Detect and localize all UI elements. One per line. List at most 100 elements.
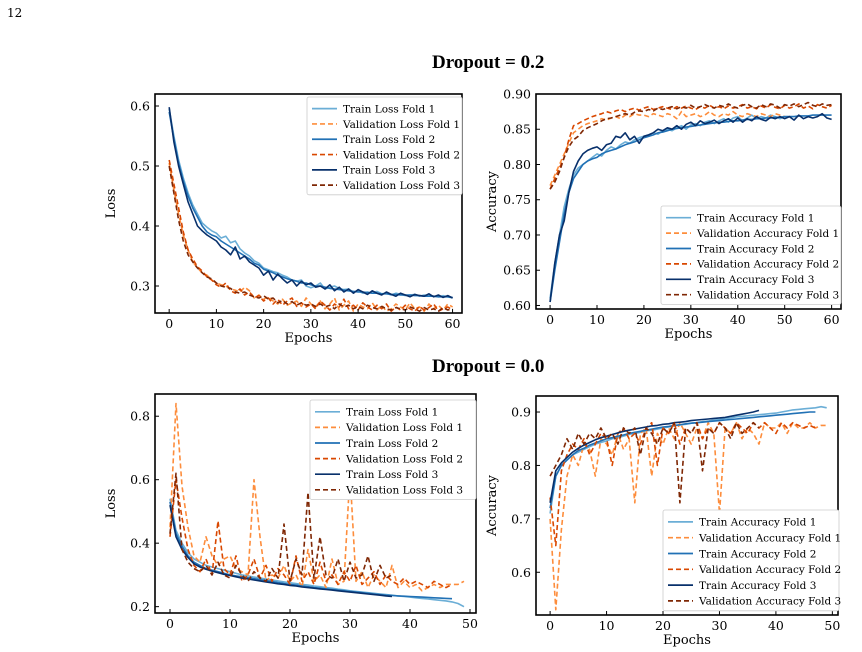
- legend: Train Accuracy Fold 1 Validation Accuracy…: [660, 205, 842, 305]
- series-line-3: [169, 501, 453, 600]
- x-tick-label: 0: [165, 316, 173, 331]
- legend-label-1: Train Accuracy Fold 1: [697, 213, 814, 225]
- plot-frame: [154, 393, 477, 614]
- series-group: [169, 402, 465, 608]
- section-title-dropout-0-2: Dropout = 0.2: [432, 52, 545, 73]
- legend-label-5: Train Loss Fold 3: [343, 165, 435, 177]
- series-line-5: [549, 112, 832, 303]
- y-axis-label: Loss: [104, 189, 119, 219]
- legend-label-5: Train Accuracy Fold 3: [699, 580, 816, 592]
- legend-label-2: Validation Loss Fold 1: [342, 119, 460, 131]
- y-tick-label: 0.60: [503, 298, 531, 313]
- page-number: 12: [7, 6, 23, 20]
- y-tick-label: 0.3: [130, 279, 150, 294]
- x-tick-label: 30: [683, 312, 699, 327]
- series-line-1: [169, 498, 465, 608]
- legend-label-1: Train Loss Fold 1: [343, 103, 435, 115]
- y-tick-label: 0.65: [503, 263, 531, 278]
- y-tick-label: 0.4: [130, 219, 150, 234]
- section-title-dropout-0-0: Dropout = 0.0: [432, 356, 545, 377]
- x-tick-label: 40: [768, 618, 784, 633]
- x-tick-label: 50: [397, 316, 413, 331]
- y-tick-label: 0.2: [130, 599, 150, 614]
- legend-label-4: Validation Loss Fold 2: [342, 149, 460, 161]
- x-tick-label: 30: [712, 618, 728, 633]
- y-tick-label: 0.80: [503, 157, 531, 172]
- y-tick-label: 0.6: [130, 99, 150, 114]
- legend-box: [306, 96, 463, 196]
- y-axis-label: Accuracy: [485, 170, 500, 233]
- x-tick-label: 10: [208, 316, 224, 331]
- x-tick-label: 20: [256, 316, 272, 331]
- y-tick-label: 0.8: [130, 409, 150, 424]
- x-tick-label: 40: [402, 616, 418, 631]
- series-line-6: [549, 421, 760, 504]
- x-tick-label: 60: [445, 316, 461, 331]
- x-tick-label: 0: [166, 616, 174, 631]
- series-line-2: [168, 162, 454, 312]
- legend-box: [662, 509, 840, 612]
- legend-box: [660, 205, 842, 305]
- y-tick-label: 0.8: [511, 458, 531, 473]
- accuracy-chart-dropout-0-0: 0 10 20 30 40 50 0.6 0.7 0.8 0.9 Epochs Accuracy Tra…: [485, 395, 841, 648]
- y-tick-label: 0.6: [511, 565, 531, 580]
- x-tick-label: 10: [589, 312, 605, 327]
- y-tick-label: 0.70: [503, 227, 531, 242]
- series-line-4: [168, 159, 454, 312]
- x-tick-label: 50: [777, 312, 793, 327]
- x-axis-label: Epochs: [292, 631, 340, 646]
- plot-frame: [535, 93, 842, 310]
- x-tick-label: 30: [303, 316, 319, 331]
- series-line-3: [549, 114, 832, 303]
- legend-label-5: Train Loss Fold 3: [346, 469, 438, 481]
- y-tick-label: 0.9: [511, 405, 531, 420]
- legend-label-3: Train Loss Fold 2: [343, 134, 435, 146]
- legend-label-2: Validation Accuracy Fold 1: [696, 228, 839, 240]
- x-tick-label: 50: [462, 616, 478, 631]
- y-axis-label: Accuracy: [485, 474, 500, 537]
- x-tick-label: 40: [730, 312, 746, 327]
- series-group: [549, 101, 833, 303]
- series-line-5: [169, 504, 393, 598]
- x-axis-label: Epochs: [285, 331, 333, 346]
- legend: Train Loss Fold 1 Validation Loss Fold 1 T…: [306, 96, 463, 196]
- x-tick-label: 0: [546, 312, 554, 327]
- plot-frame: [154, 93, 463, 314]
- legend-label-2: Validation Accuracy Fold 1: [698, 533, 841, 545]
- legend-label-2: Validation Loss Fold 1: [345, 422, 463, 434]
- x-axis-label: Epochs: [663, 633, 711, 648]
- legend-label-4: Validation Loss Fold 2: [345, 453, 463, 465]
- legend-label-1: Train Accuracy Fold 1: [699, 517, 816, 529]
- series-line-4: [549, 421, 816, 547]
- plot-frame: [535, 395, 839, 616]
- legend-label-6: Validation Loss Fold 3: [345, 485, 463, 497]
- x-tick-label: 40: [350, 316, 366, 331]
- x-tick-label: 0: [546, 618, 554, 633]
- y-tick-label: 0.6: [130, 472, 150, 487]
- series-line-2: [549, 110, 785, 186]
- x-tick-label: 20: [282, 616, 298, 631]
- x-tick-label: 60: [824, 312, 840, 327]
- legend-label-6: Validation Loss Fold 3: [342, 180, 460, 192]
- legend-label-5: Train Accuracy Fold 3: [697, 274, 814, 286]
- series-line-3: [549, 411, 816, 509]
- series-line-6: [549, 101, 832, 190]
- legend-box: [309, 399, 477, 500]
- loss-chart-dropout-0-0: 0 10 20 30 40 50 0.2 0.4 0.6 0.8 Epochs Loss Train L…: [104, 393, 478, 646]
- legend-label-6: Validation Accuracy Fold 3: [698, 596, 841, 608]
- y-axis-label: Loss: [104, 489, 119, 519]
- series-group: [549, 405, 827, 611]
- legend-label-1: Train Loss Fold 1: [346, 407, 438, 419]
- y-tick-label: 0.5: [130, 159, 150, 174]
- legend-label-4: Validation Accuracy Fold 2: [698, 564, 841, 576]
- y-tick-label: 0.90: [503, 87, 531, 102]
- y-tick-label: 0.75: [503, 192, 531, 207]
- y-tick-label: 0.7: [511, 511, 531, 526]
- legend-label-3: Train Accuracy Fold 2: [697, 243, 814, 255]
- legend: Train Loss Fold 1 Validation Loss Fold 1 T…: [309, 399, 477, 500]
- x-tick-label: 30: [342, 616, 358, 631]
- x-axis-label: Epochs: [665, 327, 713, 342]
- accuracy-chart-dropout-0-2: 0 10 20 30 40 50 60 0.60 0.65 0.70 0.75 0.80 0.85 0.9…: [485, 87, 842, 342]
- series-line-5: [549, 409, 760, 503]
- legend-label-6: Validation Accuracy Fold 3: [696, 290, 839, 302]
